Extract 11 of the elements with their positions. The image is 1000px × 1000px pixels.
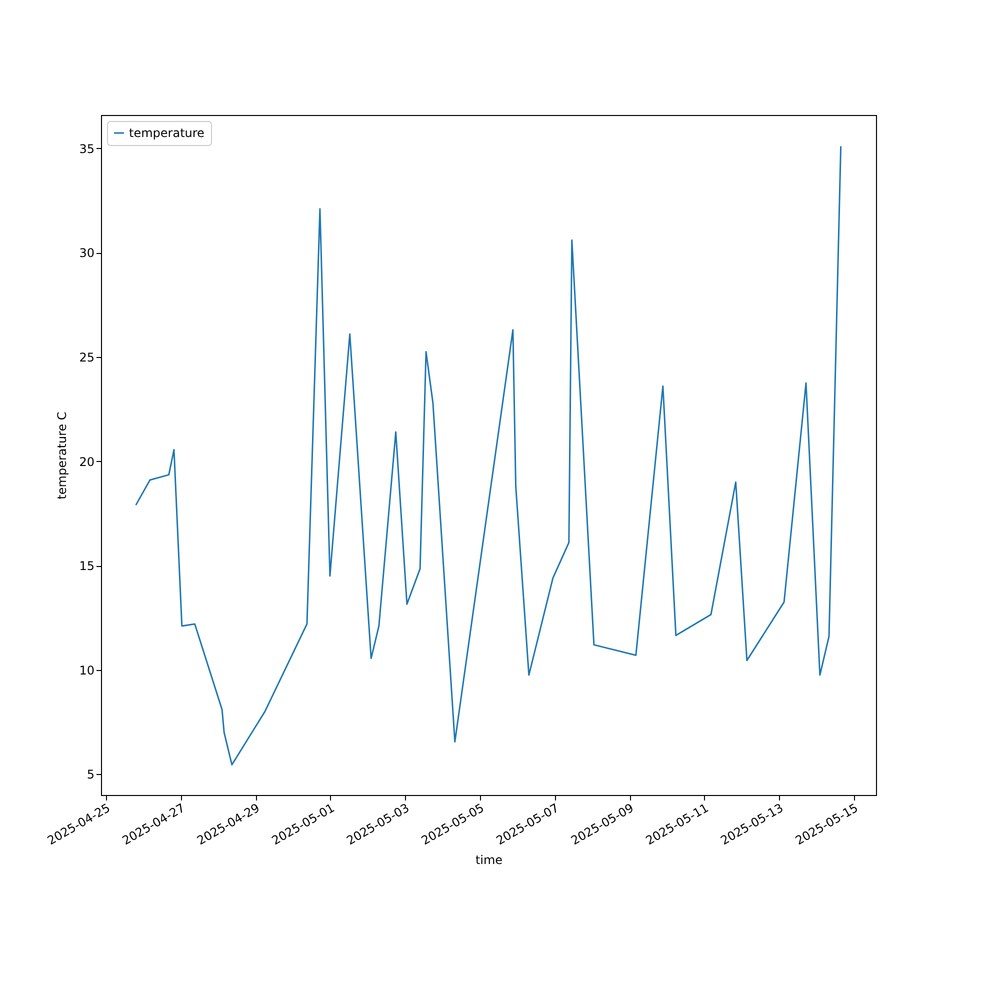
y-tick-label: 5 — [86, 768, 94, 782]
y-axis-title: temperature C — [55, 412, 70, 500]
x-axis-title: time — [475, 852, 503, 867]
y-tick-label: 30 — [79, 246, 94, 260]
y-tick-label: 10 — [79, 663, 94, 678]
legend-label: temperature — [129, 126, 204, 140]
y-tick-label: 35 — [79, 142, 94, 156]
y-tick-label: 25 — [79, 350, 94, 364]
y-tick-label: 20 — [79, 454, 94, 469]
line-series — [135, 146, 842, 766]
y-tick-label: 15 — [79, 559, 94, 574]
